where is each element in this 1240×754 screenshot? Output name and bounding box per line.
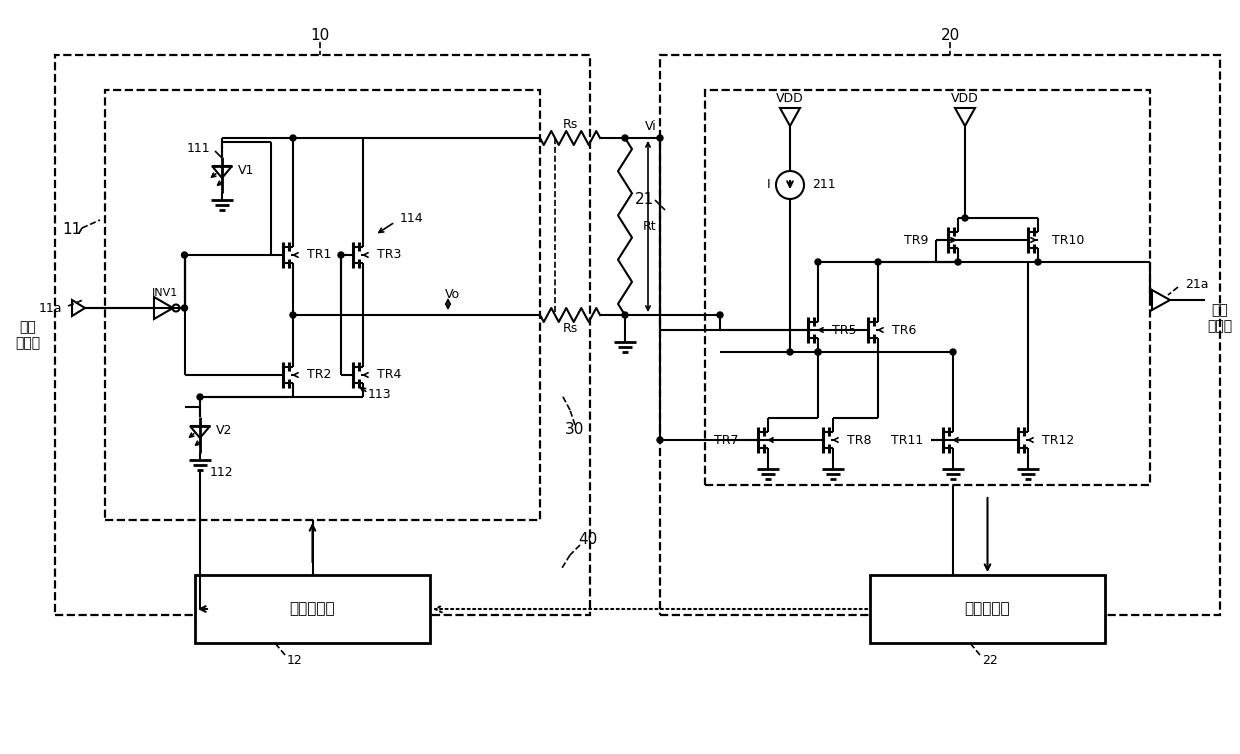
Text: TR5: TR5 — [832, 323, 857, 336]
Text: Vo: Vo — [445, 289, 460, 302]
Text: 20: 20 — [940, 27, 960, 42]
Text: 113: 113 — [368, 388, 392, 401]
Circle shape — [1035, 259, 1042, 265]
Text: 40: 40 — [578, 532, 598, 547]
Circle shape — [622, 312, 627, 318]
Text: TR10: TR10 — [1052, 234, 1084, 247]
Circle shape — [875, 259, 880, 265]
Text: Vi: Vi — [645, 119, 657, 133]
Text: 111: 111 — [186, 142, 210, 155]
Circle shape — [815, 349, 821, 355]
Text: 21a: 21a — [1185, 278, 1209, 292]
Text: 114: 114 — [401, 212, 424, 225]
Text: Rs: Rs — [563, 323, 578, 336]
Bar — [195, 575, 430, 643]
Circle shape — [815, 349, 821, 355]
Circle shape — [181, 252, 187, 258]
Text: 30: 30 — [565, 422, 585, 437]
Text: VDD: VDD — [951, 91, 978, 105]
Text: 112: 112 — [210, 467, 233, 480]
Text: TR9: TR9 — [904, 234, 928, 247]
Circle shape — [787, 349, 794, 355]
Text: 幅度检测器: 幅度检测器 — [965, 602, 1011, 617]
Text: 幅度控制器: 幅度控制器 — [290, 602, 335, 617]
Text: VDD: VDD — [776, 91, 804, 105]
Text: INV1: INV1 — [151, 288, 179, 298]
Text: TR12: TR12 — [1042, 434, 1074, 446]
Text: V1: V1 — [238, 164, 254, 176]
Circle shape — [197, 394, 203, 400]
Text: TR8: TR8 — [847, 434, 872, 446]
Text: 11a: 11a — [38, 302, 62, 314]
Bar — [55, 55, 590, 615]
Text: 21: 21 — [635, 192, 655, 207]
Text: Rt: Rt — [644, 220, 657, 233]
Text: 数据
输入端: 数据 输入端 — [15, 320, 41, 350]
Bar — [870, 575, 1105, 643]
Text: TR2: TR2 — [308, 369, 331, 382]
Text: Rs: Rs — [563, 118, 578, 130]
Circle shape — [657, 135, 663, 141]
Text: 11: 11 — [62, 222, 82, 238]
Circle shape — [950, 349, 956, 355]
Circle shape — [290, 312, 296, 318]
Text: I: I — [766, 179, 770, 192]
Circle shape — [657, 437, 663, 443]
Text: TR4: TR4 — [377, 369, 402, 382]
Text: 12: 12 — [288, 654, 303, 667]
Circle shape — [290, 135, 296, 141]
Text: 10: 10 — [310, 27, 330, 42]
Bar — [105, 90, 539, 520]
Circle shape — [181, 305, 187, 311]
Text: 211: 211 — [812, 179, 836, 192]
Circle shape — [622, 135, 627, 141]
Circle shape — [339, 252, 343, 258]
Bar — [660, 55, 1220, 615]
Circle shape — [815, 259, 821, 265]
Text: TR11: TR11 — [890, 434, 923, 446]
Circle shape — [962, 215, 968, 221]
Text: TR3: TR3 — [377, 249, 402, 262]
Text: TR6: TR6 — [892, 323, 916, 336]
Text: 22: 22 — [982, 654, 998, 667]
Text: TR7: TR7 — [713, 434, 738, 446]
Text: 数据
输出端: 数据 输出端 — [1208, 303, 1233, 333]
Circle shape — [955, 259, 961, 265]
Bar — [706, 90, 1149, 485]
Text: TR1: TR1 — [308, 249, 331, 262]
Text: V2: V2 — [216, 424, 232, 437]
Circle shape — [717, 312, 723, 318]
